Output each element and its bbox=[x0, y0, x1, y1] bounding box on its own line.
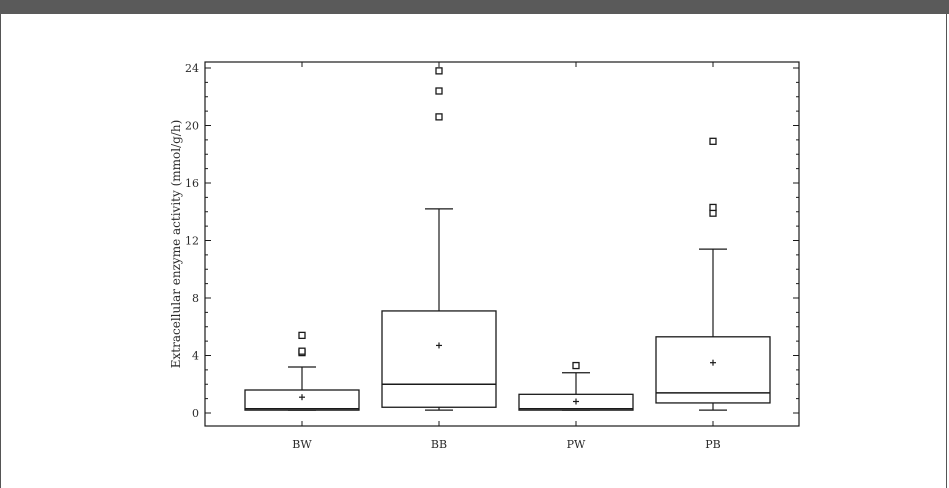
y-tick-label: 16 bbox=[185, 177, 199, 190]
x-category-label: BW bbox=[292, 438, 312, 451]
x-category-label: BB bbox=[431, 438, 447, 451]
box-pb bbox=[655, 137, 771, 411]
x-category-label: PW bbox=[567, 438, 586, 451]
y-tick-label: 20 bbox=[185, 120, 199, 133]
outlier-point bbox=[709, 137, 717, 145]
figure-frame bbox=[0, 14, 947, 488]
outlier-point bbox=[298, 331, 306, 340]
y-tick-label: 8 bbox=[192, 292, 199, 305]
box-pw bbox=[518, 361, 634, 411]
outlier-point bbox=[572, 361, 580, 370]
y-tick-label: 4 bbox=[192, 350, 199, 363]
outlier-point bbox=[298, 347, 306, 355]
x-axis: BW BB PW PB bbox=[292, 62, 721, 451]
outlier-point bbox=[435, 87, 443, 95]
y-axis: 0 4 8 12 16 20 24 bbox=[185, 62, 799, 420]
box-iqr bbox=[381, 310, 497, 408]
box-iqr bbox=[655, 336, 771, 404]
y-tick-label: 0 bbox=[192, 407, 199, 420]
y-tick-label: 24 bbox=[185, 62, 199, 75]
box-bw bbox=[244, 331, 360, 411]
outlier-point bbox=[435, 113, 443, 121]
x-category-label: PB bbox=[705, 438, 721, 451]
window-title-bar bbox=[0, 0, 949, 14]
plot-area bbox=[204, 61, 800, 427]
y-tick-label: 12 bbox=[185, 235, 199, 248]
outlier-point bbox=[435, 67, 443, 75]
y-axis-label: Extracellular enzyme activity (mmol/g/h) bbox=[169, 120, 183, 368]
boxes bbox=[244, 67, 771, 411]
box-bb bbox=[381, 67, 497, 411]
outlier-point bbox=[709, 203, 717, 212]
